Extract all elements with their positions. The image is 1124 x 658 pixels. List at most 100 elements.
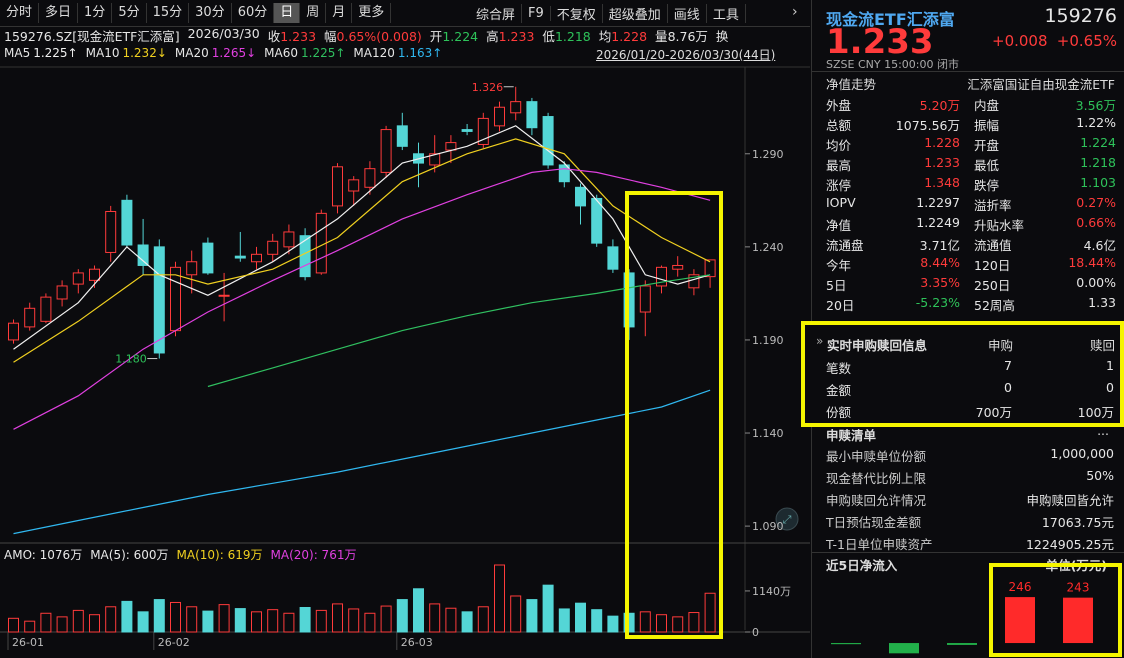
period-tab[interactable]: 月: [326, 3, 353, 23]
tool-button[interactable]: 画线: [668, 3, 707, 23]
info-key: 幅: [324, 29, 337, 44]
volume-tick-label: 0: [752, 626, 759, 639]
stat-value: 3.35%: [920, 275, 960, 290]
info-value: 0.65%(0.008): [336, 29, 422, 44]
volume-bar: [315, 609, 327, 633]
y-tick-label: 1.190: [752, 334, 784, 347]
tool-button[interactable]: 超级叠加: [603, 3, 668, 23]
period-tab[interactable]: 多日: [39, 3, 79, 23]
period-tab[interactable]: 日: [274, 3, 301, 23]
period-tab[interactable]: 周: [300, 3, 327, 23]
candle-body: [510, 101, 522, 114]
stat-label: 250日: [974, 278, 1011, 293]
ma-legend-item: MA120 1.163↑: [353, 46, 442, 60]
inflow-bar: [889, 643, 919, 654]
zoom-icon: ⤢: [783, 513, 792, 526]
stat-row: 最高 1.233 最低 1.218: [826, 153, 1116, 173]
volume-bar: [89, 614, 100, 633]
candle-body: [591, 197, 603, 244]
ma-legend: MA5 1.225↑ MA10 1.232↓ MA20 1.265↓ MA60 1.225↑ M…: [4, 46, 442, 60]
candle-body: [623, 272, 635, 328]
list-row: 申购赎回允许情况 申购赎回皆允许: [826, 488, 1116, 508]
nav-title[interactable]: 净值走势: [826, 77, 877, 92]
candle-body: [234, 255, 246, 259]
stat-value: 4.6亿: [1083, 238, 1116, 253]
extreme-label: 1.180: [115, 353, 147, 366]
stat-row: 今年 8.44% 120日 18.44%: [826, 253, 1116, 273]
ma-value: 1.225↑: [301, 46, 346, 60]
candle-body: [348, 179, 360, 192]
period-tab[interactable]: 30分: [189, 3, 232, 23]
zoom-button[interactable]: [775, 507, 799, 531]
tool-button[interactable]: 综合屏: [470, 3, 523, 23]
list-value: 17063.75元: [1041, 515, 1114, 530]
list-label: 现金替代比例上限: [826, 471, 927, 486]
arrow[interactable]: ›: [792, 4, 798, 20]
candle-body: [704, 259, 716, 278]
candle-body: [137, 244, 149, 266]
volume-bar: [542, 584, 554, 633]
period-tab[interactable]: 15分: [147, 3, 190, 23]
volume-bar: [429, 603, 441, 633]
stat-label: 最高: [826, 158, 852, 173]
stat-row: 5日 3.35% 250日 0.00%: [826, 273, 1116, 293]
period-tab[interactable]: 更多: [352, 3, 392, 23]
info-key: 低: [542, 29, 555, 44]
info-item: 换: [716, 26, 729, 45]
nav-fund: 汇添富国证自由现金流ETF: [967, 77, 1115, 92]
info-value: 8.76万: [667, 29, 708, 44]
info-item: 2026/03/30: [188, 26, 260, 45]
period-tab[interactable]: 5分: [112, 3, 147, 23]
stat-label: 溢折率: [974, 198, 1012, 213]
tool-button[interactable]: F9: [522, 5, 551, 21]
info-key: 均: [598, 29, 612, 44]
ma-name: MA120: [353, 46, 395, 60]
stat-label: 120日: [974, 258, 1011, 273]
volume-bar: [461, 611, 473, 633]
stat-value: 0.00%: [1076, 275, 1116, 290]
market-meta: SZSE CNY 15:00:00 闭市: [826, 58, 959, 71]
extreme-label: 1.326: [472, 81, 504, 94]
list-value: 50%: [1086, 468, 1114, 483]
candle-body: [299, 235, 311, 278]
candle-body: [218, 294, 230, 297]
volume-bar: [656, 614, 667, 633]
stat-row: 均价 1.228 开盘 1.224: [826, 133, 1116, 153]
ma-legend-item: MA60 1.225↑: [264, 46, 345, 60]
stat-label: 总额: [826, 118, 852, 133]
candle-body: [542, 116, 554, 166]
volume-bar: [332, 603, 343, 633]
candle-body: [639, 285, 651, 313]
info-value: 1.224: [442, 29, 479, 44]
volume-legend-item: MA(5): 600万: [90, 548, 169, 562]
volume-bar: [218, 604, 230, 633]
stat-label: 流通盘: [826, 238, 864, 253]
list-value: 1,000,000: [1050, 446, 1114, 461]
period-tab[interactable]: 分时: [0, 3, 40, 23]
tool-button[interactable]: 工具: [707, 3, 746, 23]
candle-body: [526, 101, 538, 129]
inflow-bar: [831, 643, 861, 645]
volume-bar: [202, 610, 214, 633]
period-tab[interactable]: 60分: [232, 3, 275, 23]
info-value: 159276.SZ[现金流ETF汇添富]: [4, 29, 180, 44]
candle-body: [494, 106, 505, 127]
candle-body: [170, 266, 181, 332]
volume-bar: [672, 616, 684, 633]
stat-value: 3.71亿: [919, 238, 960, 253]
candle-body: [153, 246, 165, 354]
inflow-label: 246: [1009, 580, 1032, 594]
inflow-bar: [1005, 597, 1035, 644]
volume-bar: [688, 612, 700, 633]
stat-label: 20日: [826, 298, 855, 313]
info-item: 低1.218: [542, 26, 590, 45]
list-more[interactable]: ...: [1097, 423, 1109, 438]
candle-body: [477, 117, 489, 145]
tool-button[interactable]: 不复权: [551, 3, 603, 23]
period-tab[interactable]: 1分: [78, 3, 113, 23]
ma-line: [13, 138, 711, 363]
volume-bar: [40, 612, 52, 633]
volume-bar: [380, 605, 392, 633]
stat-label: 涨停: [826, 178, 852, 193]
